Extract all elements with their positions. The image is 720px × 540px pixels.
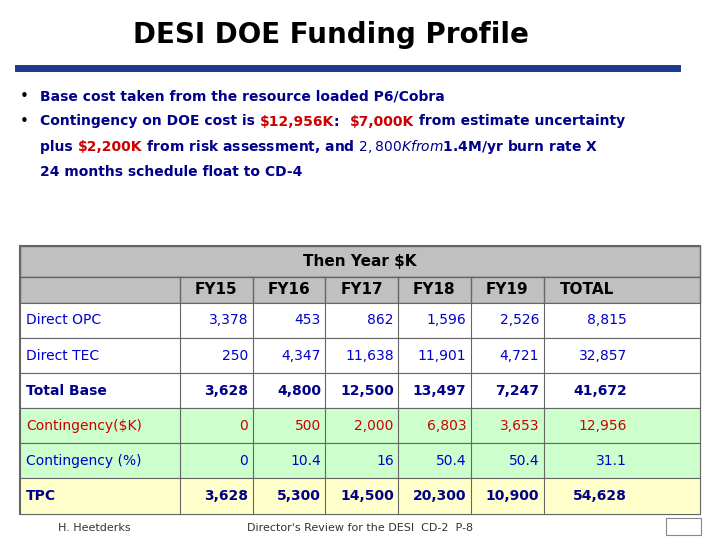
Bar [20,246,700,514]
Text: 11,901: 11,901 [418,349,467,362]
Text: •: • [20,89,29,104]
Bar [20,478,700,514]
Text: :: : [334,114,350,129]
Text: 3,628: 3,628 [204,489,248,503]
Text: 31.1: 31.1 [596,454,627,468]
FancyBboxPatch shape [666,518,701,535]
Text: 10.4: 10.4 [290,454,321,468]
Text: DESI DOE Funding Profile: DESI DOE Funding Profile [133,21,529,49]
Text: 32,857: 32,857 [579,349,627,362]
Text: Total Base: Total Base [26,384,107,397]
Text: FY15: FY15 [195,282,238,298]
Text: 50.4: 50.4 [508,454,539,468]
Text: plus: plus [40,140,78,154]
Text: 50.4: 50.4 [436,454,467,468]
Text: 7,247: 7,247 [495,384,539,397]
Text: 12,956: 12,956 [578,419,627,433]
Text: 8,815: 8,815 [587,314,627,327]
Bar [20,303,700,338]
Text: 41,672: 41,672 [573,384,627,397]
Text: 13,497: 13,497 [413,384,467,397]
Text: H. Heetderks: H. Heetderks [58,523,130,533]
Text: •: • [20,114,29,129]
Text: 12,500: 12,500 [340,384,394,397]
Text: 453: 453 [294,314,321,327]
Text: 500: 500 [294,419,321,433]
Text: Contingency on DOE cost is: Contingency on DOE cost is [40,114,260,129]
Text: 24 months schedule float to CD-4: 24 months schedule float to CD-4 [40,165,302,179]
Text: 10,900: 10,900 [486,489,539,503]
Text: FY19: FY19 [486,282,528,298]
Text: TOTAL: TOTAL [560,282,614,298]
Text: 54,628: 54,628 [573,489,627,503]
Bar [20,373,700,408]
Text: 5,300: 5,300 [277,489,321,503]
Text: 20,300: 20,300 [413,489,467,503]
Text: $2,200K: $2,200K [78,140,143,154]
Text: 4,347: 4,347 [282,349,321,362]
Text: 16: 16 [376,454,394,468]
Bar [20,277,700,303]
Text: 4,721: 4,721 [500,349,539,362]
Text: Then Year $K: Then Year $K [303,254,417,269]
Text: Director's Review for the DESI  CD-2  P-8: Director's Review for the DESI CD-2 P-8 [247,523,473,533]
Bar [20,408,700,443]
Text: 11,638: 11,638 [345,349,394,362]
Text: 862: 862 [367,314,394,327]
Text: 4,800: 4,800 [277,384,321,397]
Text: from estimate uncertainty: from estimate uncertainty [414,114,625,129]
Text: $7,000K: $7,000K [350,114,414,129]
Text: Contingency (%): Contingency (%) [26,454,141,468]
Text: Base cost taken from the resource loaded P6/Cobra: Base cost taken from the resource loaded… [40,89,445,103]
Text: Direct TEC: Direct TEC [26,349,99,362]
Text: FY16: FY16 [268,282,310,298]
Text: 2,526: 2,526 [500,314,539,327]
Text: TPC: TPC [26,489,56,503]
Text: 14,500: 14,500 [340,489,394,503]
Text: 1,596: 1,596 [427,314,467,327]
Text: 3,628: 3,628 [204,384,248,397]
Text: 6,803: 6,803 [427,419,467,433]
Text: FY17: FY17 [341,282,383,298]
Bar [20,338,700,373]
Text: 250: 250 [222,349,248,362]
Bar [20,246,700,277]
Text: 3,378: 3,378 [209,314,248,327]
Bar [20,443,700,478]
Text: 0: 0 [240,454,248,468]
Text: Direct OPC: Direct OPC [26,314,101,327]
Text: 18: 18 [675,520,692,533]
Text: $12,956K: $12,956K [260,114,334,129]
Text: FY18: FY18 [413,282,456,298]
Text: 0: 0 [240,419,248,433]
Text: from risk assessment, and $2,800K from $1.4M/yr burn rate X: from risk assessment, and $2,800K from $… [143,138,598,156]
Text: 2,000: 2,000 [354,419,394,433]
Text: 3,653: 3,653 [500,419,539,433]
Text: Contingency($K): Contingency($K) [26,419,142,433]
